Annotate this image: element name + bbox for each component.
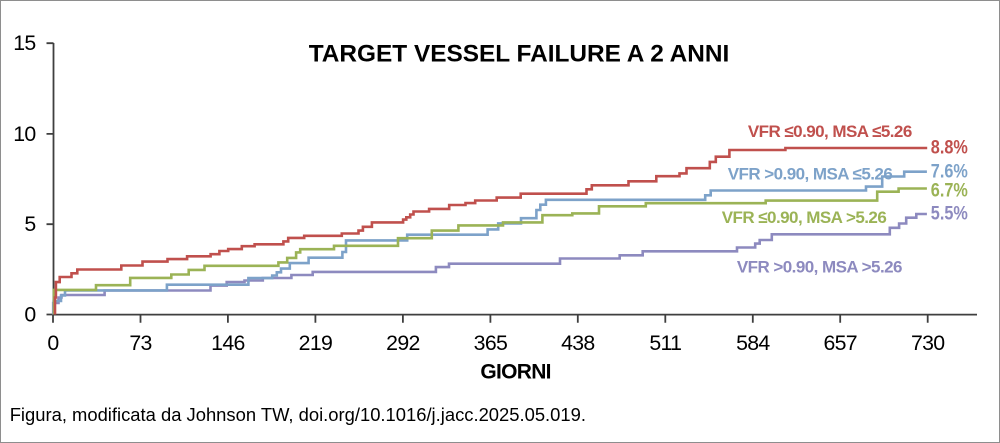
svg-text:730: 730 xyxy=(911,331,945,355)
svg-text:219: 219 xyxy=(299,331,332,355)
svg-text:15: 15 xyxy=(13,31,35,55)
svg-text:Figura, modificata da Johnson: Figura, modificata da Johnson TW, doi.or… xyxy=(10,404,586,425)
svg-text:292: 292 xyxy=(386,331,419,355)
svg-text:584: 584 xyxy=(736,331,770,355)
svg-text:5: 5 xyxy=(24,212,35,236)
svg-text:VFR >0.90, MSA >5.26: VFR >0.90, MSA >5.26 xyxy=(737,258,902,277)
svg-text:0: 0 xyxy=(47,331,59,355)
svg-text:8.8%: 8.8% xyxy=(931,138,968,159)
svg-text:5.5%: 5.5% xyxy=(931,203,968,224)
svg-text:VFR >0.90, MSA ≤5.26: VFR >0.90, MSA ≤5.26 xyxy=(728,165,893,184)
svg-text:73: 73 xyxy=(129,331,151,355)
svg-text:438: 438 xyxy=(561,331,594,355)
svg-text:VFR ≤0.90, MSA >5.26: VFR ≤0.90, MSA >5.26 xyxy=(722,208,887,227)
svg-text:10: 10 xyxy=(13,122,36,146)
svg-text:0: 0 xyxy=(24,303,36,327)
svg-text:365: 365 xyxy=(474,331,507,355)
svg-text:657: 657 xyxy=(823,331,856,355)
svg-text:511: 511 xyxy=(649,331,681,355)
svg-text:GIORNI: GIORNI xyxy=(480,361,550,384)
svg-text:6.7%: 6.7% xyxy=(931,181,968,202)
svg-text:7.6%: 7.6% xyxy=(931,162,968,183)
svg-text:146: 146 xyxy=(211,331,244,355)
svg-text:TARGET VESSEL FAILURE A 2 ANNI: TARGET VESSEL FAILURE A 2 ANNI xyxy=(309,41,730,68)
svg-text:VFR ≤0.90, MSA ≤5.26: VFR ≤0.90, MSA ≤5.26 xyxy=(748,122,912,141)
